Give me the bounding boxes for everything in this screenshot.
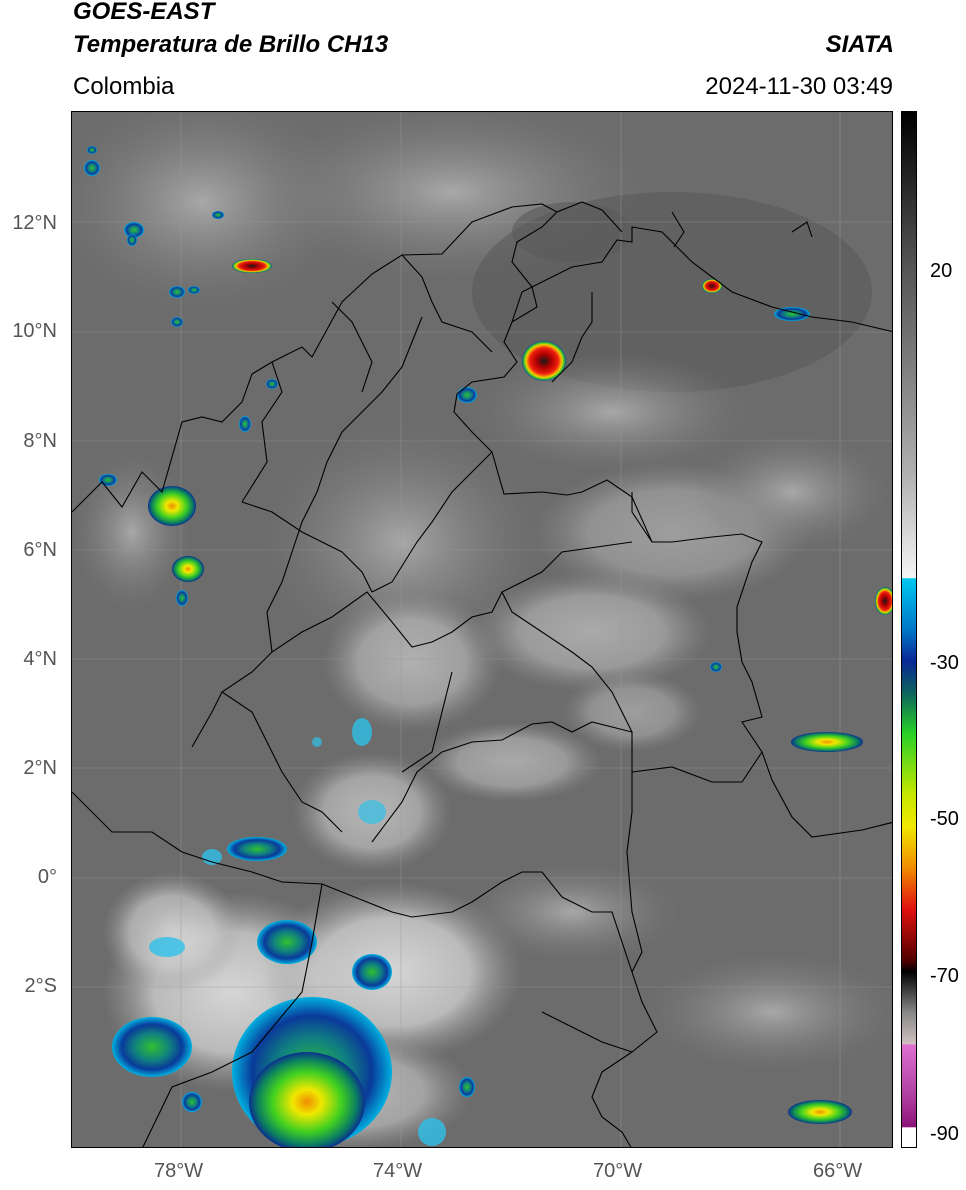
lat-tick-label: 0° xyxy=(38,866,57,889)
region-label: Colombia xyxy=(73,73,174,101)
storm-cell-caribbean xyxy=(232,259,272,273)
colorbar-tick-label: -30 xyxy=(930,652,959,675)
colorbar-tick-label: -90 xyxy=(930,1123,959,1146)
lat-tick-label: 10°N xyxy=(12,320,57,343)
product-title: Temperatura de Brillo CH13 xyxy=(73,31,388,59)
map-canvas xyxy=(72,112,893,1148)
satellite-title: GOES-EAST xyxy=(73,0,214,26)
lat-tick-label: 4°N xyxy=(23,648,57,671)
satellite-map[interactable] xyxy=(71,111,893,1148)
agency-label: SIATA xyxy=(826,31,894,59)
lat-tick-label: 8°N xyxy=(23,430,57,453)
storm-cell-amazon xyxy=(249,1052,365,1148)
lat-tick-label: 2°N xyxy=(23,757,57,780)
storm-cell-pacific xyxy=(148,486,196,526)
lat-tick-label: 2°S xyxy=(25,975,57,998)
lon-tick-label: 70°W xyxy=(593,1160,642,1183)
lon-tick-label: 74°W xyxy=(373,1160,422,1183)
lat-tick-label: 6°N xyxy=(23,539,57,562)
lat-tick-label: 12°N xyxy=(12,212,57,235)
datetime-label: 2024-11-30 03:49 xyxy=(705,73,893,101)
colorbar-tick-label: 20 xyxy=(930,260,952,283)
colorbar xyxy=(901,111,917,1148)
lon-tick-label: 78°W xyxy=(154,1160,203,1183)
lon-tick-label: 66°W xyxy=(813,1160,862,1183)
colorbar-tick-label: -70 xyxy=(930,965,959,988)
colorbar-tick-label: -50 xyxy=(930,808,959,831)
